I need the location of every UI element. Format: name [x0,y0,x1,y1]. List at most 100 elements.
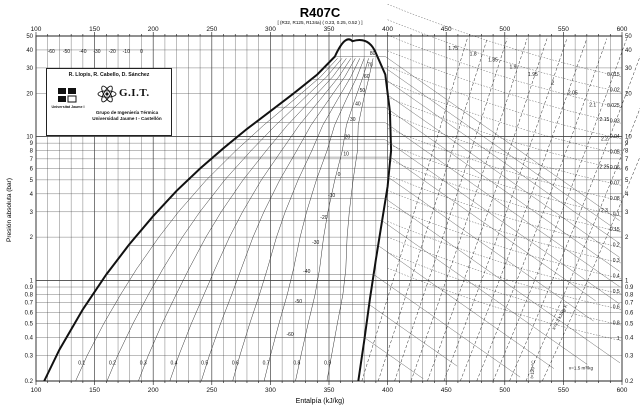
entropy-label: 2.1 [589,102,596,108]
isotherm-superheat-line [385,67,620,233]
x-tick-label: 350 [324,387,335,394]
isotherm-superheat-line [364,337,424,379]
y-tick-label: 3 [30,210,34,216]
volume-label: 0.06 [610,165,620,171]
volume-label: 0.5 [613,289,620,295]
group-line-2: Universidad Jaume I - Castellón [92,116,162,121]
quality-line [138,58,347,382]
quality-line [75,58,338,382]
y-tick-label: 0.4 [25,336,34,342]
isochore-line [387,66,623,140]
volume-label: 0.08 [610,196,620,202]
isotherm-superheat-line [377,245,555,369]
quality-line [263,58,365,382]
git-atom-icon [97,85,117,103]
isotherm-superheat-line [369,304,458,367]
isotherm-superheat-line [373,274,521,378]
university-logo-icon [58,88,77,103]
entropy-label: 1.95 [528,72,538,78]
isentrope-line [361,38,468,382]
grid-lines [35,32,623,385]
quality-label: 0.6 [232,361,239,367]
volume-label: 0.02 [610,87,620,93]
volume-label: 0.015 [607,72,620,78]
isochore-line [387,4,623,78]
y-tick-label: 5 [30,178,34,184]
x-tick-label-top: 100 [31,26,42,33]
brand-name: G.I.T. [119,87,150,99]
isentrope-line [460,38,588,382]
isentrope-line [394,38,508,382]
isotherm-label: -20 [320,215,327,221]
entropy-label: 2.15 [600,117,610,123]
x-tick-label: 250 [206,387,217,394]
y-tick-label-right: 9 [625,141,629,147]
quality-label: 0.7 [263,361,270,367]
x-tick-label: 550 [558,387,569,394]
volume-annotation: v=1.5 m³/kg [569,366,594,371]
quality-label: 0.1 [78,361,85,367]
entropy-label: 2 [551,81,554,87]
y-tick-label: 1 [30,278,34,284]
y-tick-label-right: 0.3 [625,354,634,360]
x-tick-label: 100 [31,387,42,394]
y-tick-label-right: 2 [625,235,629,241]
y-tick-label: 50 [26,34,33,40]
y-tick-label: 20 [26,91,33,97]
y-tick-label-right: 40 [625,48,632,54]
volume-label: 0.1 [613,212,620,218]
volume-label: 0.04 [610,134,620,140]
top-temp-label: -40 [79,49,86,55]
volume-label: 0.05 [610,149,620,155]
isotherm-label: 60 [364,74,370,80]
volume-label: 1 [617,336,620,342]
isotherm-label: -50 [295,299,302,305]
quality-label: 0.9 [324,361,331,367]
isotherm-label: -30 [312,240,319,246]
x-tick-label: 450 [441,387,452,394]
isochore-line [387,128,623,202]
quality-line [169,58,352,382]
isochore-line [387,267,623,341]
logo-panel: R. Llopis, R. Cabello, D. Sánchez Univer… [46,68,172,136]
quality-label: 0.2 [109,361,116,367]
x-tick-label-top: 600 [617,26,628,33]
isotherm-superheat-line [388,177,594,322]
isochore-line [387,252,623,326]
volume-label: 0.025 [607,103,620,109]
y-tick-label: 10 [26,135,33,141]
x-tick-label-top: 550 [558,26,569,33]
quality-line [106,58,343,382]
quality-line [295,58,369,382]
y-tick-label: 2 [30,235,34,241]
y-tick-label-right: 3 [625,210,629,216]
volume-label: 0.03 [610,118,620,124]
quality-line [232,58,361,382]
data-curves [43,4,640,382]
isochore-line [387,50,623,124]
y-tick-label: 40 [26,48,33,54]
y-tick-label: 0.6 [25,310,34,316]
isochore-line [387,205,623,279]
x-tick-label-top: 200 [148,26,159,33]
isochore-line [387,97,623,171]
y-tick-label-right: 6 [625,166,629,172]
x-tick-label-top: 400 [382,26,393,33]
volume-label: 0.4 [613,274,620,280]
y-tick-label-right: 0.5 [625,322,634,328]
quality-label: 0.4 [170,361,177,367]
volume-label: 0.3 [613,258,620,264]
group-name: Grupo de Ingeniería Térmica Universidad … [83,110,171,122]
volume-label: 0.2 [613,243,620,249]
y-tick-label: 0.3 [25,354,34,360]
isotherm-annotation: t=120 °C [529,360,536,379]
y-tick-label-right: 50 [625,34,632,40]
isentrope-line [410,38,528,382]
volume-label: 0.07 [610,181,620,187]
y-tick-label: 0.5 [25,322,34,328]
y-tick-label-right: 0.7 [625,301,634,307]
y-tick-label-right: 30 [625,66,632,72]
y-tick-label-right: 10 [625,135,632,141]
isotherm-superheat-line [385,93,620,258]
y-tick-label-right: 0.4 [625,336,634,342]
